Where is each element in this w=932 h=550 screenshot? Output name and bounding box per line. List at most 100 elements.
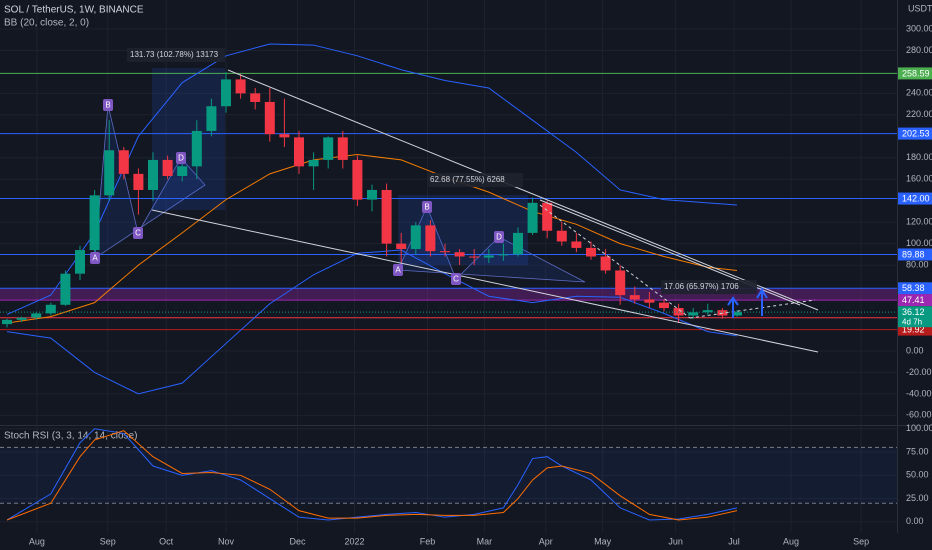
candle-body bbox=[366, 189, 377, 200]
candle-body bbox=[600, 256, 611, 271]
y-tick-label: 75.00 bbox=[906, 446, 929, 456]
candle-body bbox=[396, 243, 407, 249]
pattern-badge bbox=[133, 227, 143, 239]
y-tick-label: 100.00 bbox=[906, 423, 932, 433]
candle-body bbox=[177, 166, 188, 177]
candle-body bbox=[294, 137, 304, 167]
candle-body bbox=[89, 195, 100, 251]
candle-body bbox=[308, 159, 319, 167]
y-tick-label: 0.00 bbox=[906, 516, 924, 526]
pattern-label: C bbox=[135, 229, 141, 238]
candle-body bbox=[512, 232, 523, 255]
pattern-badge bbox=[393, 264, 403, 276]
measure-box bbox=[152, 68, 225, 210]
candle-body bbox=[352, 159, 363, 200]
x-tick-label: May bbox=[594, 536, 612, 546]
x-tick-label: Feb bbox=[420, 536, 436, 546]
x-tick-label: 2022 bbox=[344, 536, 364, 546]
candle-body bbox=[469, 256, 480, 258]
candle-body bbox=[264, 101, 275, 135]
pattern-badge bbox=[451, 273, 461, 285]
x-tick-label: Jul bbox=[728, 536, 740, 546]
price-box bbox=[898, 192, 932, 205]
x-tick-label: Mar bbox=[477, 536, 493, 546]
candle-body bbox=[235, 79, 246, 94]
candle-body bbox=[148, 159, 159, 190]
stoch-k bbox=[6, 428, 738, 521]
candle-body bbox=[439, 251, 450, 253]
candle-body bbox=[483, 255, 494, 258]
price-label: 89.88 bbox=[902, 249, 925, 259]
candle-body bbox=[556, 230, 567, 242]
candle-body bbox=[381, 189, 392, 244]
y-tick-label: 0.00 bbox=[906, 345, 924, 355]
pattern-badge bbox=[176, 152, 186, 164]
candle-body bbox=[542, 202, 553, 231]
last-price-label: 36.12 bbox=[902, 307, 925, 317]
candle-body bbox=[337, 137, 348, 160]
candle-body bbox=[498, 254, 509, 256]
candle-body bbox=[133, 173, 144, 190]
price-box bbox=[898, 67, 932, 80]
bb-basis bbox=[6, 154, 738, 324]
x-tick-label: Sep bbox=[100, 536, 116, 546]
price-label: 258.59 bbox=[902, 68, 930, 78]
candle-body bbox=[425, 225, 436, 252]
candle-body bbox=[644, 299, 655, 303]
plot bbox=[0, 43, 897, 395]
y-tick-label: 180.00 bbox=[906, 152, 932, 162]
pattern-badge bbox=[103, 99, 113, 111]
candle-body bbox=[629, 295, 640, 300]
x-tick-label: Sep bbox=[853, 536, 869, 546]
y-tick-label: 120.00 bbox=[906, 217, 932, 227]
candle-body bbox=[118, 150, 129, 174]
y-tick-label: 100.00 bbox=[906, 238, 932, 248]
price-label: 58.38 bbox=[902, 283, 925, 293]
y-tick-label: 300.00 bbox=[906, 23, 932, 33]
candle-body bbox=[527, 202, 538, 233]
pattern-label: A bbox=[92, 254, 98, 263]
x-tick-label: Nov bbox=[218, 536, 235, 546]
candle-body bbox=[585, 247, 596, 257]
bb-upper bbox=[6, 43, 738, 315]
annotation: 62.68 (77.55%) 6268 bbox=[430, 175, 505, 184]
harmonic-pattern bbox=[94, 104, 206, 259]
harmonic-pattern bbox=[397, 205, 586, 283]
x-tick-label: Aug bbox=[29, 536, 45, 546]
grid bbox=[0, 0, 897, 533]
pattern-badge bbox=[494, 231, 504, 243]
y-tick-label: 280.00 bbox=[906, 45, 932, 55]
y-tick-label: 80.00 bbox=[906, 259, 929, 269]
candle-body bbox=[731, 312, 742, 316]
y-tick-label: 220.00 bbox=[906, 109, 932, 119]
candle-body bbox=[16, 317, 27, 320]
annotation-box bbox=[127, 48, 225, 62]
price-label: 202.53 bbox=[902, 128, 930, 138]
x-tick-label: Aug bbox=[783, 536, 799, 546]
rsi-band bbox=[0, 447, 897, 504]
candle-body bbox=[221, 79, 232, 107]
projection-line bbox=[539, 204, 691, 319]
candle-body bbox=[191, 130, 202, 167]
candle-body bbox=[206, 106, 217, 131]
pattern-label: D bbox=[496, 233, 502, 242]
candle-body bbox=[104, 150, 115, 196]
candle-body bbox=[688, 312, 699, 316]
price-box bbox=[898, 127, 932, 140]
candle-body bbox=[615, 270, 626, 296]
candle-body bbox=[323, 137, 334, 160]
candle-body bbox=[279, 134, 290, 138]
pattern-label: A bbox=[395, 266, 401, 275]
pattern-badge bbox=[90, 252, 100, 264]
candle-body bbox=[60, 273, 71, 305]
price-box bbox=[898, 282, 932, 295]
candle-body bbox=[702, 310, 713, 313]
y-tick-label: 160.00 bbox=[906, 174, 932, 184]
chart-title: SOL / TetherUS, 1W, BINANCE bbox=[4, 5, 144, 16]
indicator-label: BB (20, close, 2, 0) bbox=[4, 18, 89, 29]
pattern-label: B bbox=[424, 203, 429, 212]
candle-body bbox=[2, 319, 13, 325]
y-tick-label: 50.00 bbox=[906, 470, 929, 480]
indicator-label: Stoch RSI (3, 3, 14, 14, close) bbox=[4, 431, 137, 442]
